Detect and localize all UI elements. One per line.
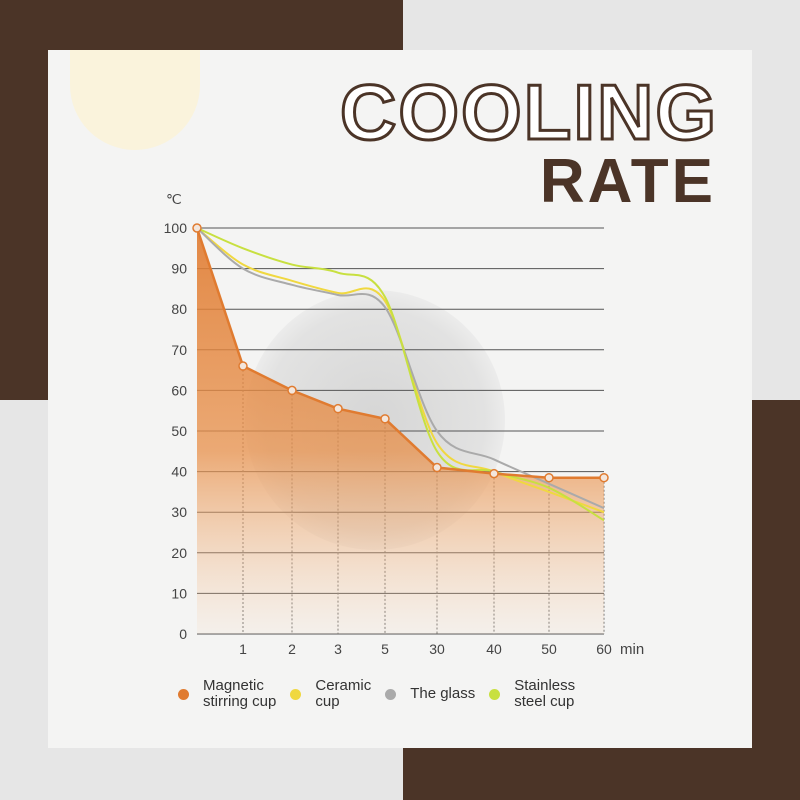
y-tick-label: 50 [171,423,187,439]
x-tick-label: 40 [486,641,502,657]
data-point [489,468,499,479]
legend-item: Ceramic cup [290,678,371,710]
title-line1: COOLING [339,68,718,156]
legend-dot-icon [290,688,302,700]
x-tick-label: 3 [334,641,342,657]
series-line-2 [196,227,605,510]
title-block: COOLING RATE [339,68,718,216]
y-tick-label: 60 [171,382,187,398]
legend-item: Stainless steel cup [489,678,575,710]
magnetic-area-fill [197,228,604,634]
x-tick-label: 2 [288,641,296,657]
data-point [192,223,202,233]
x-tick-label: 30 [429,641,445,657]
legend-label-line: cup [315,693,340,710]
data-point [380,414,390,424]
legend-label: Magnetic stirring cup [203,678,276,710]
y-tick-label: 70 [171,342,187,358]
data-point [432,462,442,473]
legend-label-line: stirring cup [203,693,277,710]
legend-label-line: Stainless [514,677,576,694]
data-point [599,472,609,483]
y-tick-label: 10 [171,585,187,601]
data-point [544,472,554,483]
data-point [287,385,297,396]
title-line2: RATE [539,147,716,216]
y-tick-label: 20 [171,545,187,561]
legend-item: The glass [385,678,475,710]
legend-label: Stainless steel cup [514,678,575,710]
legend-dot-icon [489,688,501,700]
y-tick-label: 30 [171,504,187,520]
y-tick-label: 100 [164,220,188,236]
x-tick-label: 50 [541,641,557,657]
legend-dot-icon [385,688,397,700]
y-tick-label: 0 [179,626,187,642]
lemon-image [70,50,200,150]
y-tick-label: 80 [171,301,187,317]
y-axis-unit: ℃ [166,191,182,207]
data-point [238,361,248,371]
legend-label: Ceramic cup [315,678,371,710]
legend-label-line: Magnetic [203,677,264,694]
series-line-3 [196,227,605,522]
legend-label-line: steel cup [514,693,575,710]
x-tick-label: 5 [381,641,389,657]
legend-label: The glass [410,686,475,702]
y-tick-label: 90 [171,261,187,277]
legend-item: Magnetic stirring cup [178,678,276,710]
legend: Magnetic stirring cup Ceramic cup The glass S… [178,678,589,710]
legend-label-line: The glass [410,685,476,702]
y-tick-label: 40 [171,464,187,480]
data-point [333,403,343,414]
x-axis-unit: min [620,641,644,658]
x-tick-label: 60 [596,641,612,657]
legend-label-line: Ceramic [315,677,372,694]
x-tick-label: 1 [239,641,247,657]
legend-dot-icon [178,688,189,700]
